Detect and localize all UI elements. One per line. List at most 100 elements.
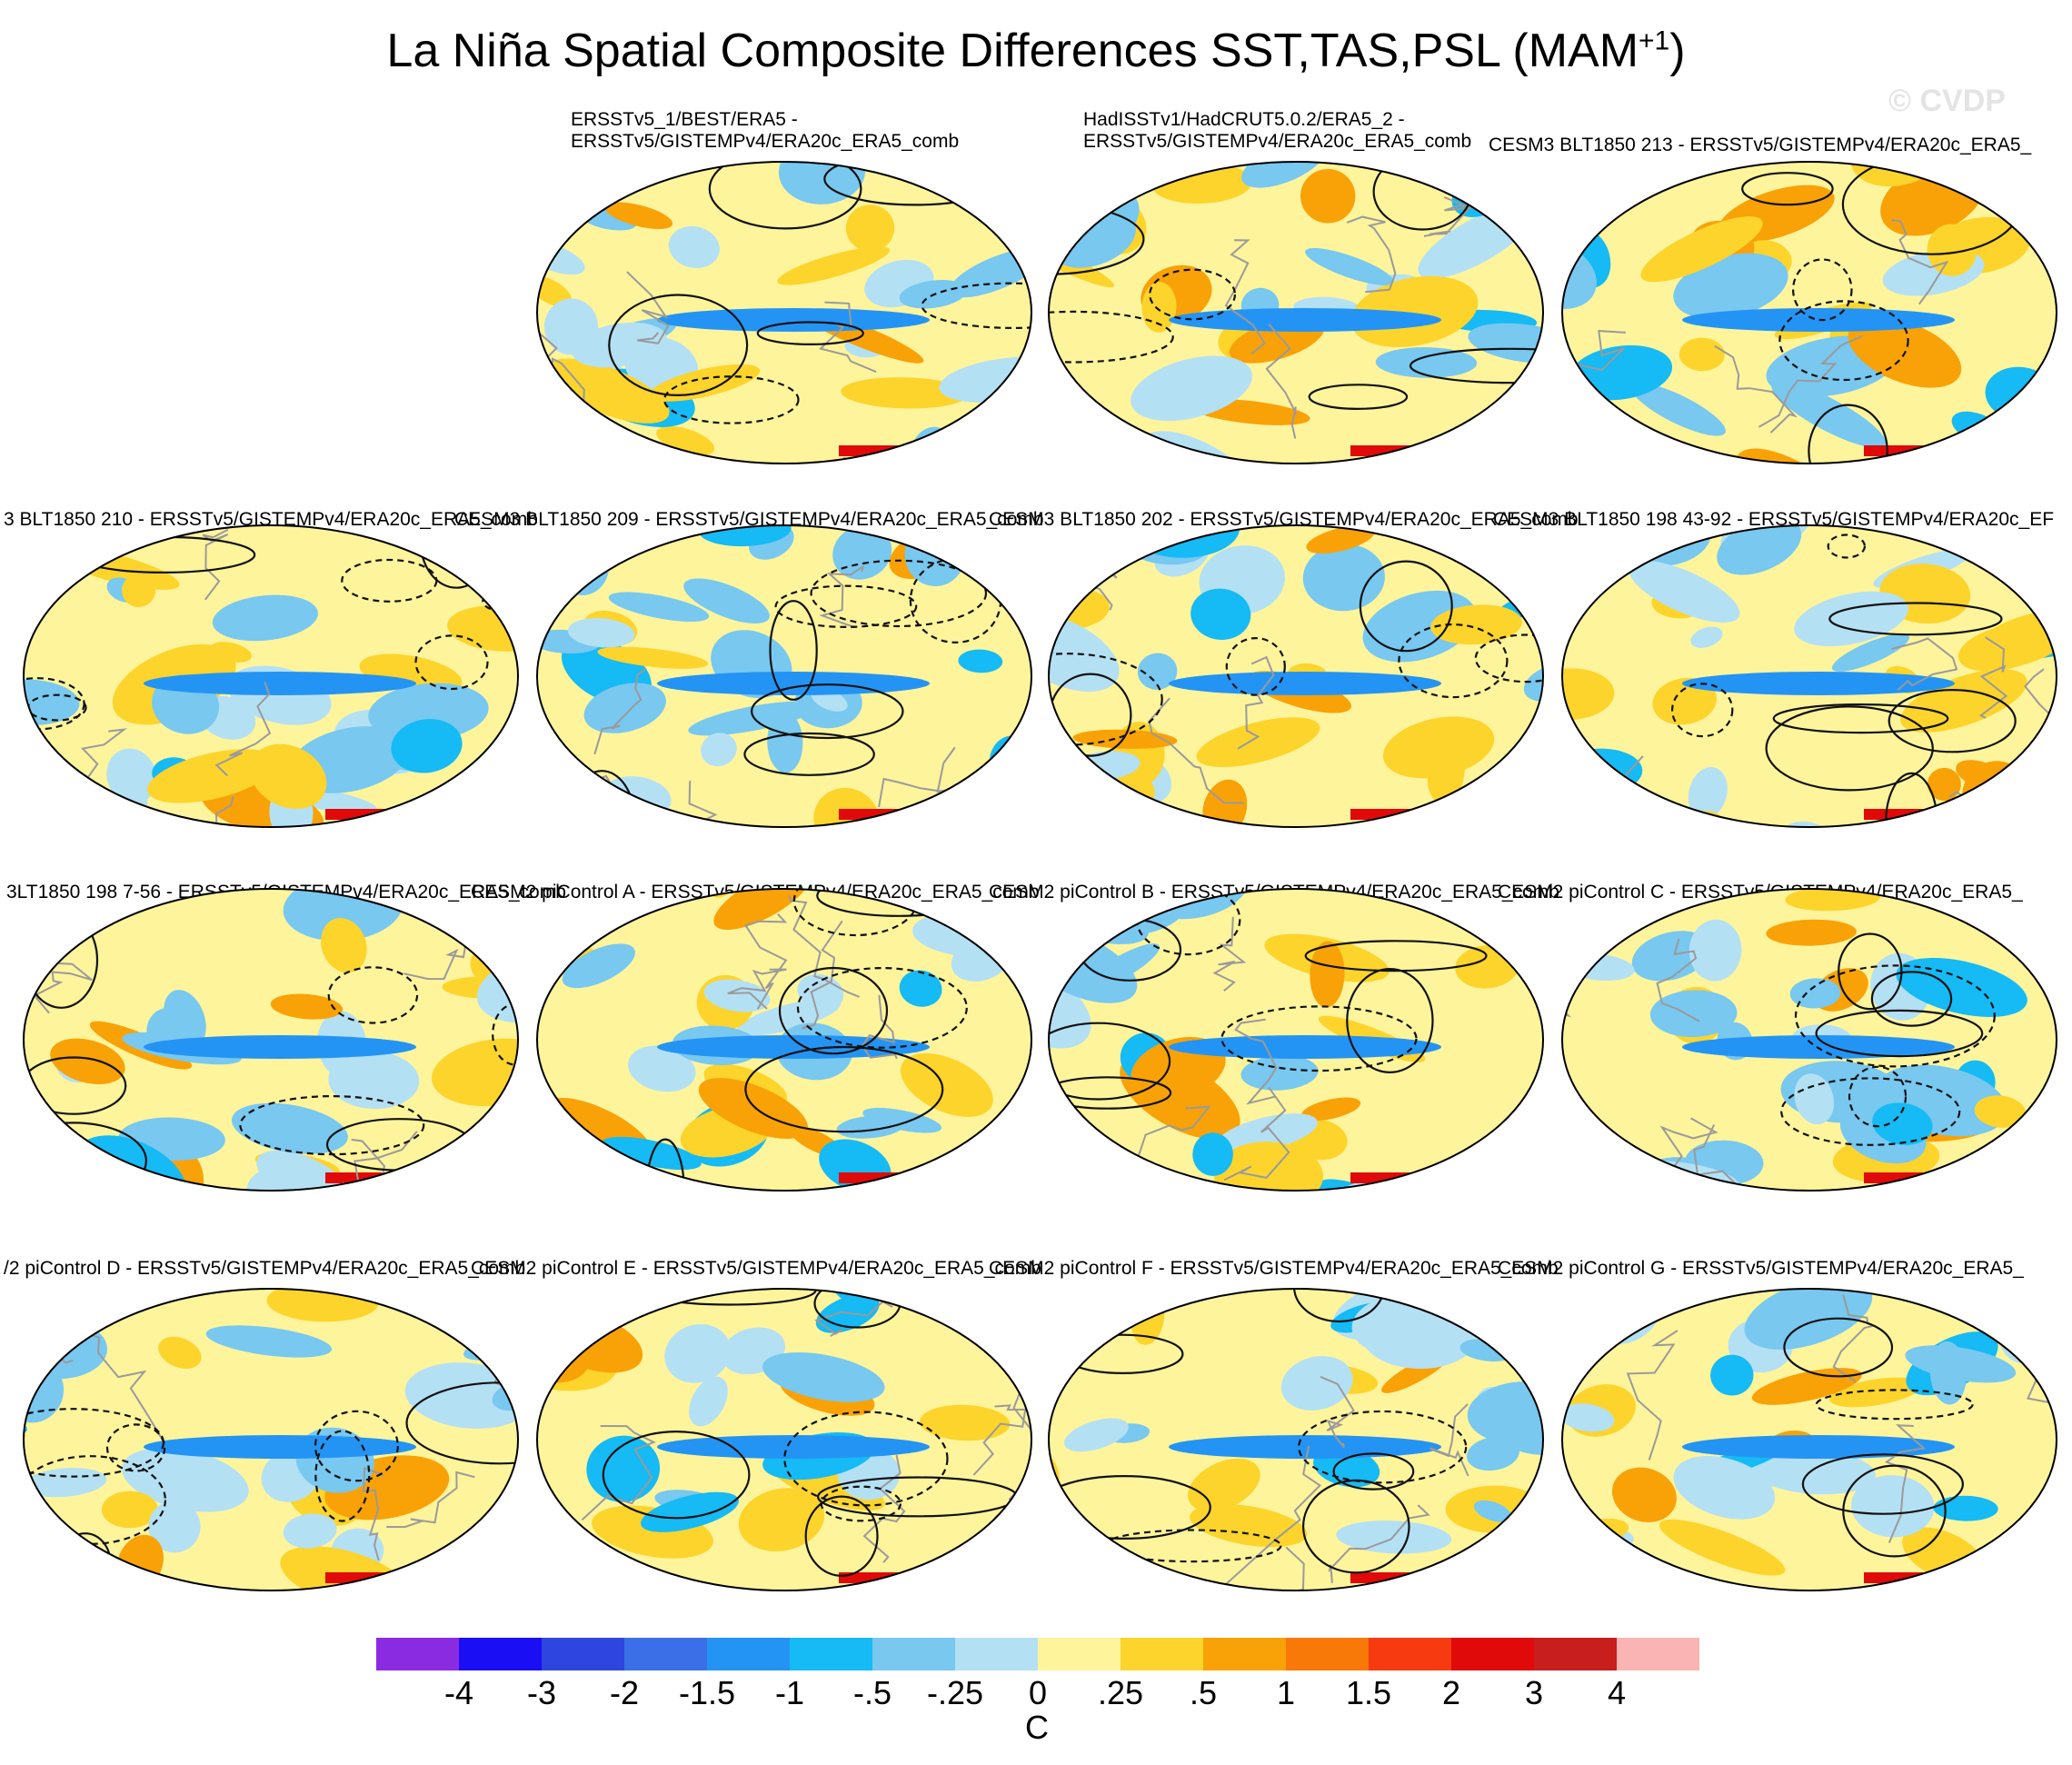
panel-title-pic-d: /2 piControl D - ERSSTv5/GISTEMPv4/ERA20… [4,1258,525,1280]
figure-title: La Niña Spatial Composite Differences SS… [0,24,2072,78]
equatorial-cold-tongue [1169,672,1441,695]
coastline [1626,1330,1679,1461]
anomaly-patch [1629,560,1740,623]
map-pic-c [1561,888,2057,1192]
antarctic-warm-band [1864,1172,1964,1183]
panel-title-obs-1: ERSSTv5_1/BEST/ERA5 - ERSSTv5/GISTEMPv4/E… [571,109,959,153]
psl-contour [2004,1528,2057,1590]
panel-title-line1: CESM3 BLT1850 198 43-92 - ERSSTv5/GISTEM… [1493,509,2055,530]
anomaly-patch [1659,1519,1786,1576]
anomaly-patch [1392,822,1511,827]
psl-contour [1346,967,1434,1074]
panel-title-pic-e: CESM2 piControl E - ERSSTv5/GISTEMPv4/ER… [471,1258,1041,1280]
anomaly-patch [583,683,666,733]
psl-contour [778,966,889,1055]
anomaly-patch [1789,978,1841,1009]
anomaly-patch [443,812,518,827]
colorbar-tick-label: 2 [1441,1674,1461,1711]
psl-contour [804,1495,879,1577]
coastline [1562,172,1572,288]
anomaly-patch [1679,337,1725,372]
anomaly-patch [537,162,563,204]
anomaly-patch [212,594,318,642]
psl-contour [59,1532,112,1590]
coastline [788,894,860,998]
equatorial-cold-tongue [657,1035,930,1059]
equatorial-cold-tongue [657,1435,930,1459]
map-outline [23,524,519,828]
coastline [1212,916,1247,992]
psl-contour [2009,433,2057,464]
colorbar-box [955,1638,1038,1670]
anomaly-patch [537,1529,579,1580]
coastline [878,746,956,808]
anomaly-patch [1192,1132,1233,1176]
anomaly-patch [1072,729,1178,749]
psl-contour [1398,623,1509,699]
anomaly-patch [664,1323,731,1383]
anomaly-patch [1049,779,1091,827]
anomaly-patch [1131,355,1252,422]
psl-contour [537,401,586,464]
coastline [451,782,506,827]
anomaly-patch [1649,990,1738,1038]
anomaly-patch [537,1527,546,1575]
panel-title-pic-g: CESM2 piControl G - ERSSTv5/GISTEMPv4/ER… [1498,1258,2024,1280]
psl-contour [327,966,419,1024]
psl-contour [1049,1022,1171,1101]
anomaly-patch [24,679,80,726]
anomaly-patch [1905,1345,2017,1383]
coastline [593,667,647,755]
anomaly-patch [431,1038,518,1107]
anomaly-patch [604,202,673,230]
map-outline [1561,524,2057,828]
map-outline [1561,1288,2057,1591]
coastline [626,271,670,344]
coastline [1346,215,1397,294]
coastline [1714,344,1798,434]
anomaly-patch [256,1150,353,1191]
colorbar-tick-label: -1 [774,1674,805,1711]
psl-contour [783,1411,949,1507]
psl-contour [314,1430,371,1522]
psl-contour [1225,636,1286,696]
equatorial-cold-tongue [1169,1435,1441,1459]
colorbar-tick-label: 4 [1607,1674,1627,1711]
anomaly-patch [1137,653,1178,690]
colorbar-tick-label: -1.5 [678,1674,736,1711]
colorbar-tick-label: -2 [609,1674,640,1711]
anomaly-patch [447,605,518,652]
coastline [1234,1018,1278,1105]
anomaly-patch [862,1107,942,1133]
coastline [1693,1123,1746,1191]
equatorial-cold-tongue [144,672,416,695]
psl-contour [810,559,988,628]
antarctic-warm-band [1350,1572,1450,1583]
copyright-mark: © CVDP [1888,84,2006,118]
anomaly-patch [1310,941,1345,1008]
psl-contour [608,294,749,397]
anomaly-patch [106,748,157,804]
psl-contour [1780,1077,1961,1146]
psl-contour [1828,602,2003,636]
anomaly-patch [342,889,452,891]
psl-contour [774,584,918,629]
map-obs-2 [1048,161,1544,464]
equatorial-cold-tongue [1682,1435,1955,1459]
anomaly-patch [328,1051,420,1110]
colorbar-tick-label: -4 [443,1674,474,1711]
coastline [1978,636,2008,719]
map-blt-213 [1561,161,2057,464]
anomaly-patch [628,1045,696,1092]
anomaly-patch [231,1102,348,1154]
coastline [1451,1173,1499,1191]
anomaly-patch [1196,717,1320,768]
psl-contour [1293,1289,1385,1323]
anomaly-patch [1562,806,1600,827]
anomaly-patch [1673,253,1788,320]
anomaly-patch [1933,1495,1998,1521]
anomaly-patch [408,1192,481,1194]
coastline [1884,1424,1927,1543]
colorbar-box [542,1638,624,1670]
coastline [1217,1445,1321,1590]
